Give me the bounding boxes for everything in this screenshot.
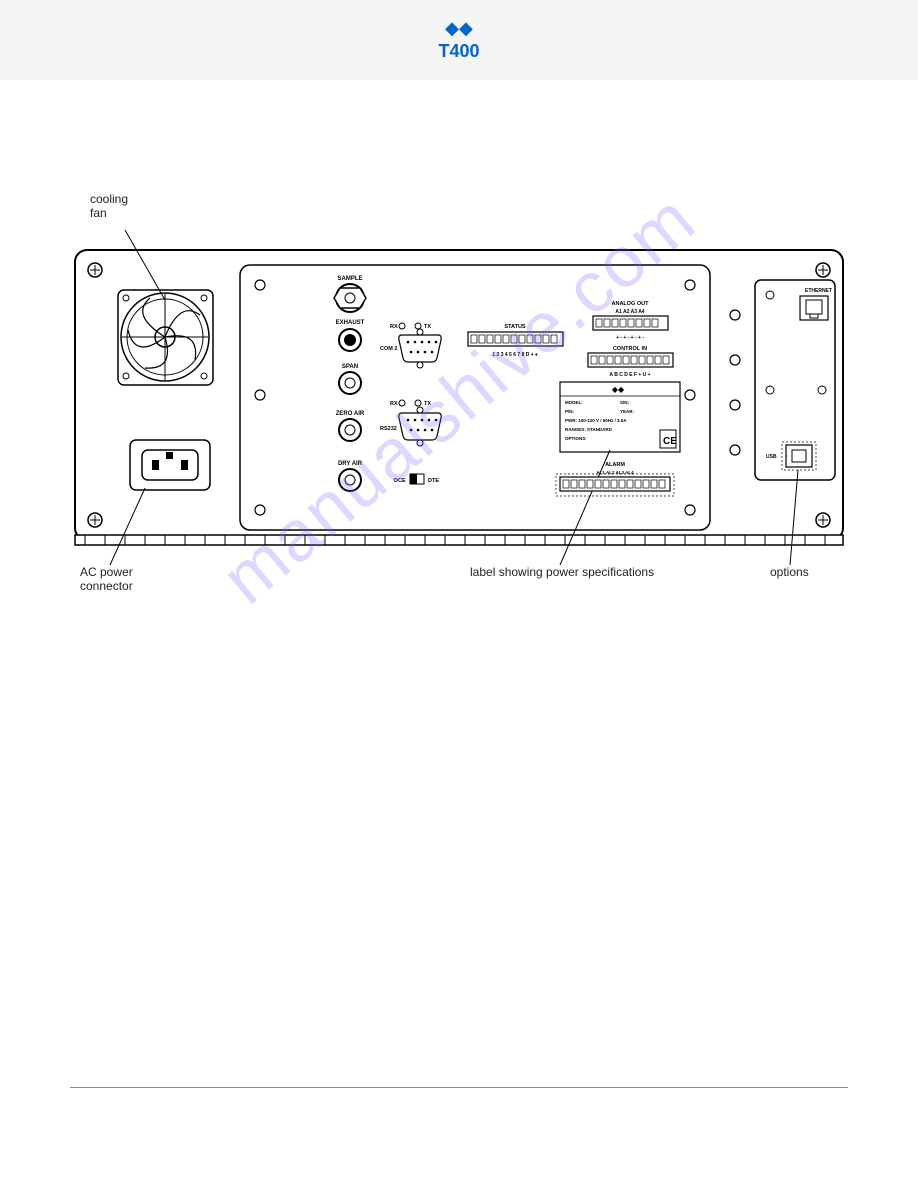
- label-alarm: ALARM: [605, 462, 625, 468]
- label-control-pins: A B C D E F + U +: [609, 372, 650, 378]
- rear-panel-diagram: cooling fan: [70, 220, 848, 620]
- label-usb: USB: [766, 454, 777, 460]
- page-body: cooling fan: [0, 80, 918, 660]
- svg-text:◆◆: ◆◆: [612, 385, 625, 394]
- callout-label: label showing power specifications: [470, 565, 654, 579]
- page-header: ◆◆ T400: [0, 0, 918, 80]
- svg-text:S/N:: S/N:: [620, 400, 630, 405]
- rear-panel-svg: SAMPLE EXHAUST SPAN ZERO AIR DRY AIR: [70, 220, 848, 580]
- callout-label: cooling fan: [90, 192, 128, 220]
- callout-power-label: label showing power specifications: [470, 565, 654, 579]
- label-com2: COM 2: [380, 346, 397, 352]
- label-zeroair: ZERO AIR: [336, 411, 365, 417]
- svg-text:RX: RX: [390, 401, 398, 407]
- callout-label: options: [770, 565, 809, 579]
- callout-ac-power: AC power connector: [80, 565, 133, 593]
- svg-text:+ - + - + - + -: + - + - + - + -: [616, 335, 644, 341]
- svg-text:TX: TX: [424, 401, 431, 407]
- callout-cooling-fan: cooling fan: [90, 192, 128, 220]
- teledyne-logo-icon: ◆◆: [445, 18, 473, 39]
- svg-text:PWR: 100-120 V / 60Hz / 3.0A: PWR: 100-120 V / 60Hz / 3.0A: [565, 418, 627, 423]
- svg-text:CE: CE: [663, 436, 677, 447]
- label-sample: SAMPLE: [337, 276, 362, 282]
- label-rx: RX: [390, 324, 398, 330]
- label-ethernet: ETHERNET: [805, 288, 832, 294]
- svg-text:YEAR:: YEAR:: [620, 409, 635, 414]
- label-dce: DCE: [394, 478, 406, 484]
- footer-divider: [70, 1087, 848, 1088]
- cooling-fan-icon: [118, 290, 213, 385]
- label-exhaust: EXHAUST: [336, 320, 365, 326]
- label-dte: DTE: [428, 478, 439, 484]
- label-status-pins: 1 2 3 4 5 6 7 8 D + ♦: [492, 352, 538, 358]
- label-span: SPAN: [342, 364, 358, 370]
- svg-text:OPTIONS:: OPTIONS:: [565, 436, 587, 441]
- nameplate: ◆◆ MODEL: S/N: P/N: YEAR: PWR: 100-120 V…: [560, 382, 680, 452]
- product-title: T400: [438, 41, 479, 62]
- label-analog-out: ANALOG OUT: [612, 301, 650, 307]
- label-tx: TX: [424, 324, 431, 330]
- callout-options: options: [770, 565, 809, 579]
- label-rs232: RS232: [380, 426, 397, 432]
- label-dryair: DRY AIR: [338, 461, 363, 467]
- label-status: STATUS: [504, 324, 526, 330]
- label-analog-pins: A1 A2 A3 A4: [615, 309, 644, 315]
- callout-label: AC power connector: [80, 565, 133, 593]
- ac-power-icon: [130, 440, 210, 490]
- svg-text:P/N:: P/N:: [565, 409, 575, 414]
- svg-text:MODEL:: MODEL:: [565, 400, 583, 405]
- svg-text:RANGES: STANDARD: RANGES: STANDARD: [565, 427, 613, 432]
- label-control-in: CONTROL IN: [613, 346, 647, 352]
